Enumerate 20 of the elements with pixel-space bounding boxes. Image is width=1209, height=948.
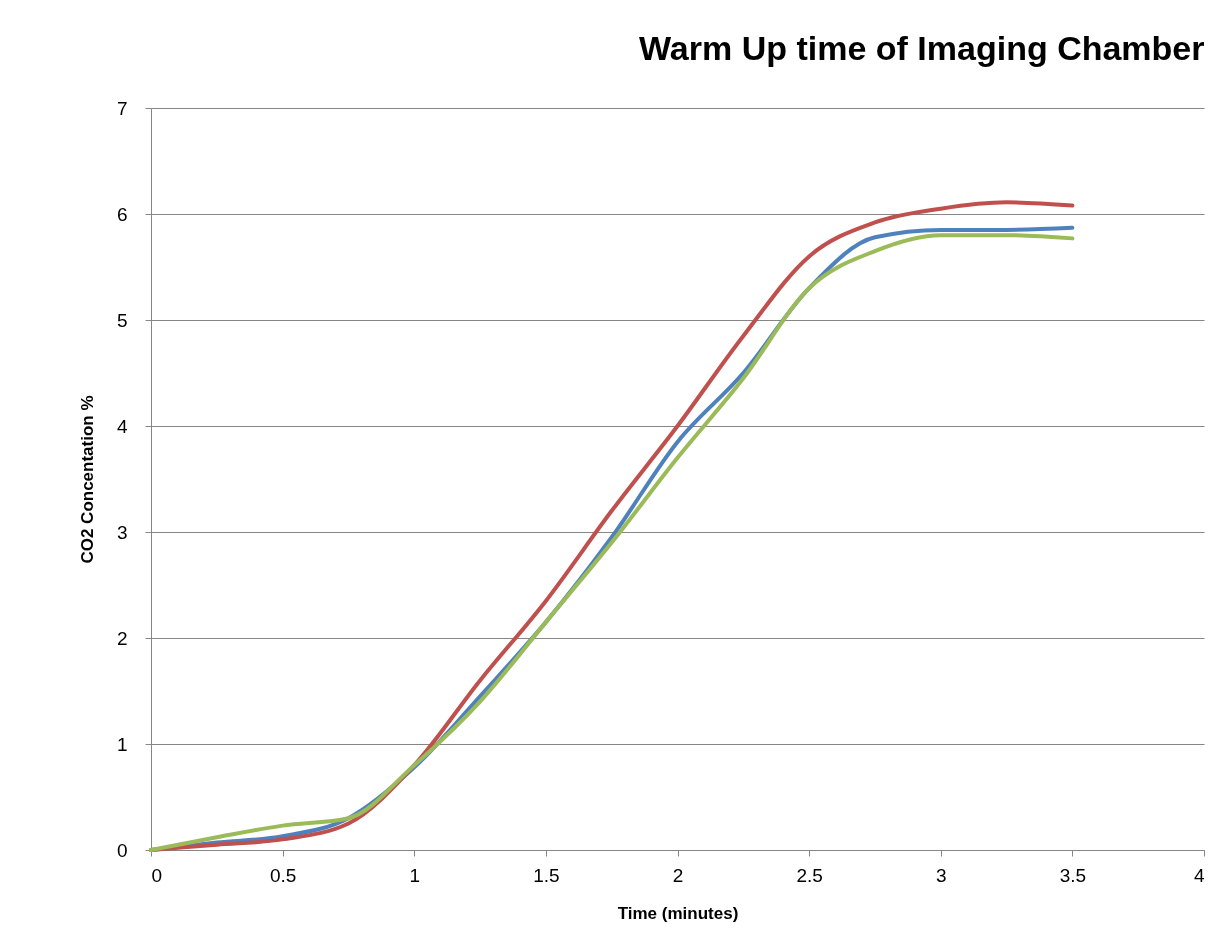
y-tick-label: 1 (116, 733, 128, 755)
chart-title: Warm Up time of Imaging Chamber (639, 29, 1205, 67)
x-tick-label: 3 (935, 864, 947, 886)
y-tick-label: 0 (116, 839, 128, 861)
x-tick-label: 1.5 (533, 864, 560, 886)
x-tick-label: 1 (409, 864, 421, 886)
y-tick-label: 5 (116, 309, 128, 331)
x-tick-label: 0 (151, 864, 163, 886)
y-axis-title: CO2 Concentation % (77, 395, 97, 564)
x-tick-label: 0.5 (269, 864, 297, 886)
y-tick-label: 3 (116, 521, 128, 543)
x-tick-label: 2.5 (796, 864, 823, 886)
y-tick-label: 4 (116, 415, 128, 437)
y-tick-label: 6 (116, 203, 128, 225)
x-tick-label: 4 (1193, 864, 1205, 886)
x-tick-label: 3.5 (1059, 864, 1087, 886)
x-axis-title: Time (minutes) (617, 903, 739, 923)
y-tick-label: 7 (116, 97, 128, 119)
x-tick-label: 2 (672, 864, 684, 886)
y-tick-label: 2 (116, 627, 128, 649)
